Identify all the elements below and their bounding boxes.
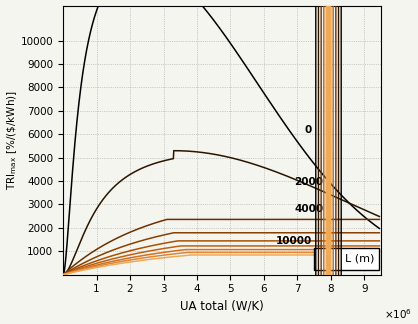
Text: 0: 0 [304, 125, 311, 134]
Text: 10000: 10000 [275, 236, 312, 246]
Text: L (m): L (m) [344, 254, 374, 264]
X-axis label: UA total (W/K): UA total (W/K) [180, 300, 264, 313]
Bar [314, 248, 380, 270]
Circle shape [327, 0, 330, 324]
Text: 4000: 4000 [294, 204, 323, 214]
Y-axis label: TRI$_{\mathrm{max}}$ [%/(\$/kWh)]: TRI$_{\mathrm{max}}$ [%/(\$/kWh)] [5, 90, 19, 190]
Text: 2000: 2000 [294, 177, 323, 187]
Text: $\times 10^6$: $\times 10^6$ [384, 307, 413, 321]
